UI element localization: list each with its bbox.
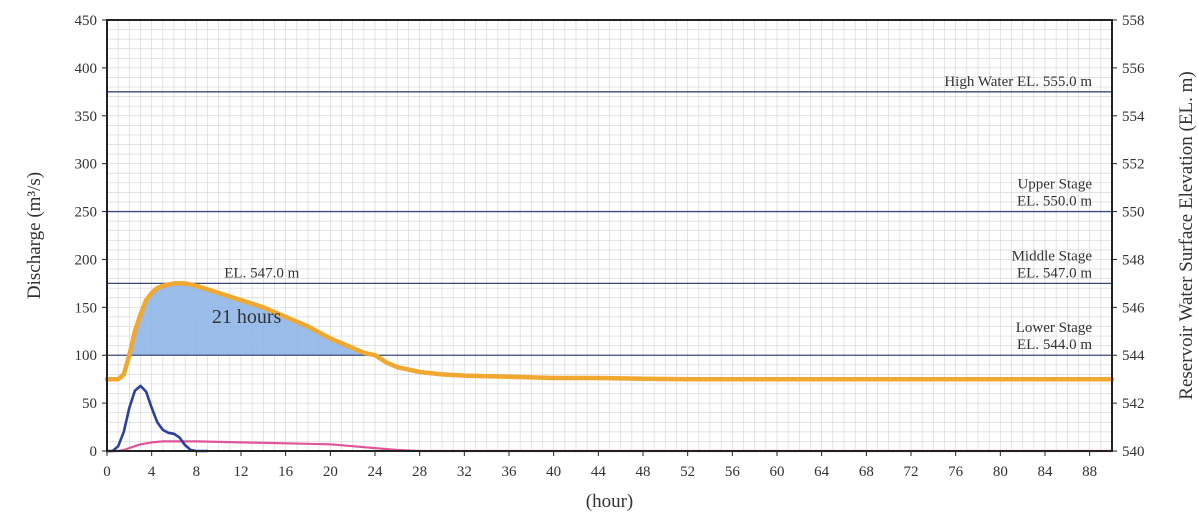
- stage-label: Lower Stage: [1016, 320, 1093, 336]
- grid: [107, 20, 1112, 451]
- x-tick-label: 0: [103, 464, 111, 480]
- plot-frame: [106, 19, 1113, 452]
- inflow-line: [105, 384, 209, 453]
- y2-tick-label: 542: [1122, 396, 1145, 412]
- x-tick-label: 88: [1082, 464, 1097, 480]
- stage-label: EL. 547.0 m: [1017, 265, 1092, 281]
- shaded-duration-area: [129, 283, 375, 356]
- stage-label: Upper Stage: [1017, 177, 1092, 193]
- y2-tick-label: 548: [1122, 252, 1145, 268]
- x-tick-label: 64: [814, 464, 830, 480]
- elevation-line: [104, 281, 1115, 382]
- x-tick-label: 4: [148, 464, 156, 480]
- x-tick-label: 16: [278, 464, 294, 480]
- y2-tick-label: 554: [1122, 109, 1145, 125]
- y2-tick-label: 552: [1122, 157, 1145, 173]
- y2-tick-label: 546: [1122, 300, 1145, 316]
- x-tick-label: 44: [591, 464, 607, 480]
- shaded-area-layer: [129, 283, 375, 356]
- y-tick-label: 250: [75, 205, 98, 221]
- duration-annotation: 21 hours: [212, 306, 282, 328]
- el-547-annotation: EL. 547.0 m: [224, 265, 299, 281]
- x-tick-label: 76: [948, 464, 964, 480]
- y-tick-label: 100: [75, 348, 98, 364]
- x-tick-label: 8: [193, 464, 201, 480]
- x-tick-label: 72: [904, 464, 919, 480]
- stage-label: Middle Stage: [1012, 248, 1093, 264]
- x-tick-label: 80: [993, 464, 1008, 480]
- x-tick-label: 24: [368, 464, 384, 480]
- y2-axis-label: Reservoir Water Surface Elevation (EL. m…: [1176, 71, 1197, 399]
- x-tick-label: 68: [859, 464, 874, 480]
- y-tick-label: 450: [75, 13, 98, 29]
- y2-tick-label: 544: [1122, 348, 1145, 364]
- x-tick-label: 12: [234, 464, 249, 480]
- y2-tick-label: 558: [1122, 13, 1145, 29]
- y-tick-label: 350: [75, 109, 98, 125]
- stage-label: EL. 550.0 m: [1017, 194, 1092, 210]
- x-tick-label: 56: [725, 464, 741, 480]
- x-tick-label: 28: [412, 464, 427, 480]
- y-axis-label: Discharge (m³/s): [24, 172, 45, 299]
- stage-label: High Water EL. 555.0 m: [944, 74, 1092, 90]
- y-tick-label: 0: [90, 444, 98, 460]
- x-axis-label: (hour): [586, 491, 633, 512]
- stage-label: EL. 544.0 m: [1017, 337, 1092, 353]
- x-tick-label: 32: [457, 464, 472, 480]
- x-tick-label: 40: [546, 464, 561, 480]
- x-tick-label: 60: [770, 464, 785, 480]
- y2-tick-label: 550: [1122, 205, 1145, 221]
- y-tick-label: 200: [75, 252, 98, 268]
- axes: 0 4 8 12 16 20 24 28 32 36 40 44 48 52 56 60 64 68 72 76 80 8…: [75, 13, 1146, 480]
- y2-tick-label: 540: [1122, 444, 1145, 460]
- y-tick-label: 150: [75, 300, 98, 316]
- x-tick-label: 20: [323, 464, 338, 480]
- x-tick-label: 52: [680, 464, 695, 480]
- x-tick-label: 48: [636, 464, 651, 480]
- x-tick-label: 84: [1038, 464, 1054, 480]
- y-tick-label: 300: [75, 157, 98, 173]
- y2-tick-label: 556: [1122, 61, 1145, 77]
- y-tick-label: 50: [82, 396, 97, 412]
- y-tick-label: 400: [75, 61, 98, 77]
- labels: (hour) Discharge (m³/s) Reservoir Water …: [24, 71, 1197, 512]
- x-tick-label: 36: [502, 464, 518, 480]
